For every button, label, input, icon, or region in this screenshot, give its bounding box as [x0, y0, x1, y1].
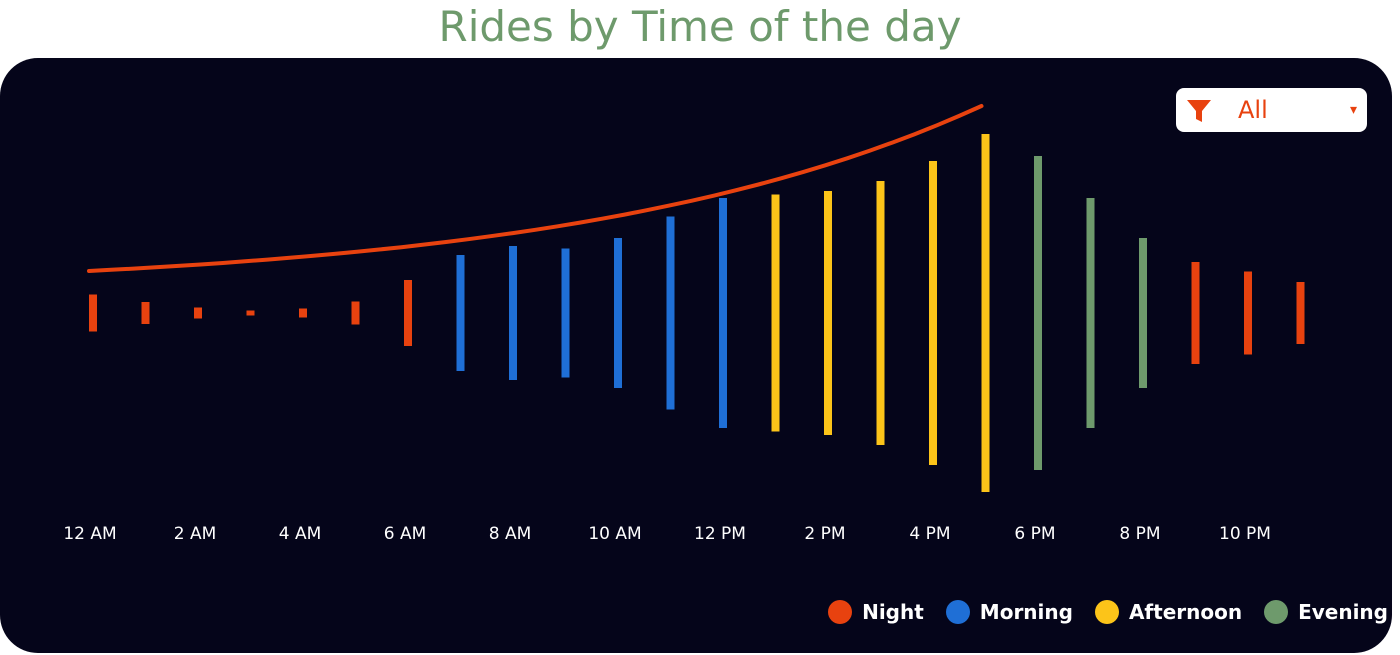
bar-hour-3 — [246, 310, 255, 316]
bar-hour-19 — [1086, 198, 1095, 428]
legend: Night Morning Afternoon Evening — [828, 596, 1388, 628]
filter-dropdown[interactable]: All ▾ — [1176, 88, 1367, 132]
x-tick-label: 6 PM — [1014, 524, 1055, 544]
x-tick-label: 4 PM — [909, 524, 950, 544]
bar-hour-23 — [1296, 282, 1305, 344]
legend-item-morning: Morning — [945, 600, 1073, 624]
legend-label: Evening — [1298, 600, 1388, 624]
legend-label: Morning — [979, 600, 1073, 624]
chevron-down-icon: ▾ — [1349, 102, 1357, 118]
legend-label: Afternoon — [1128, 600, 1243, 624]
bar-hour-22 — [1244, 271, 1252, 355]
x-tick-label: 8 AM — [489, 524, 532, 544]
bar-hour-20 — [1139, 238, 1147, 388]
bar-hour-8 — [509, 246, 517, 380]
funnel-icon — [1187, 100, 1211, 122]
bar-hour-2 — [194, 307, 202, 319]
legend-item-afternoon: Afternoon — [1094, 600, 1243, 624]
bar-hour-7 — [456, 255, 465, 371]
chart-panel: 12 AM 2 AM 4 AM 6 AM 8 AM 10 AM 12 PM 2 PM 4 PM 6… — [0, 58, 1392, 653]
bar-hour-6 — [404, 280, 412, 346]
legend-dot — [828, 600, 853, 624]
x-tick-label: 2 AM — [174, 524, 217, 544]
bar-hour-21 — [1191, 262, 1200, 364]
legend-label: Night — [862, 600, 924, 624]
bar-hour-0 — [89, 294, 97, 332]
x-axis-ticks: 12 AM 2 AM 4 AM 6 AM 8 AM 10 AM 12 PM 2 PM 4 PM 6… — [63, 524, 1271, 544]
rides-chart: 12 AM 2 AM 4 AM 6 AM 8 AM 10 AM 12 PM 2 PM 4 PM 6… — [63, 104, 1305, 544]
bar-hour-10 — [614, 238, 622, 388]
bars-group — [89, 134, 1305, 492]
bar-hour-1 — [141, 302, 150, 324]
x-tick-label: 4 AM — [279, 524, 322, 544]
x-tick-label: 2 PM — [804, 524, 845, 544]
x-tick-label: 8 PM — [1119, 524, 1160, 544]
legend-item-night: Night — [828, 600, 924, 624]
legend-dot — [945, 600, 970, 624]
filter-value: All — [1238, 96, 1268, 124]
bar-hour-16 — [929, 161, 937, 465]
bar-hour-11 — [666, 216, 675, 410]
bar-hour-17 — [981, 134, 990, 492]
bar-hour-9 — [561, 248, 570, 378]
x-tick-label: 12 AM — [63, 524, 116, 544]
trend-line — [87, 104, 984, 273]
legend-item-evening: Evening — [1264, 600, 1388, 624]
bar-hour-15 — [876, 181, 885, 445]
bar-hour-14 — [824, 191, 832, 435]
bar-hour-4 — [299, 308, 307, 318]
bar-hour-12 — [719, 198, 727, 428]
x-tick-label: 12 PM — [694, 524, 746, 544]
x-tick-label: 10 PM — [1219, 524, 1271, 544]
legend-dot — [1094, 600, 1119, 624]
chart-title: Rides by Time of the day — [438, 2, 962, 51]
bar-hour-13 — [771, 194, 780, 432]
x-tick-label: 10 AM — [588, 524, 641, 544]
legend-dot — [1264, 600, 1289, 624]
bar-hour-5 — [351, 301, 360, 325]
x-tick-label: 6 AM — [384, 524, 427, 544]
bar-hour-18 — [1034, 156, 1042, 470]
